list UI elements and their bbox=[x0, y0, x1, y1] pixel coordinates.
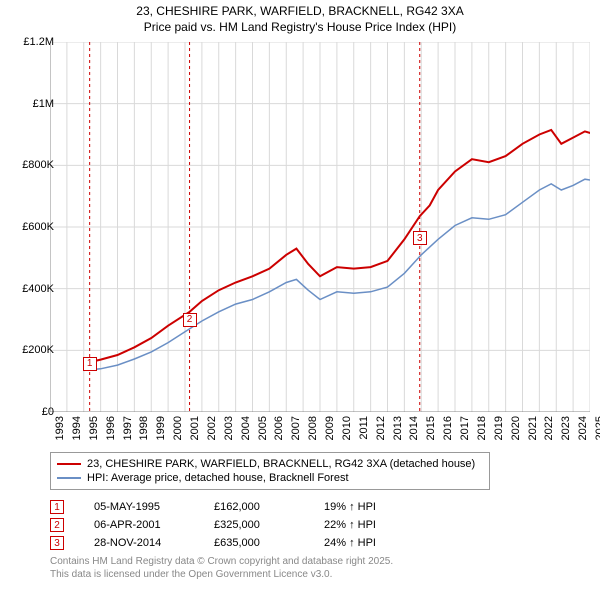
x-axis-label: 1999 bbox=[155, 416, 167, 440]
chart-area: 1 2 3 bbox=[50, 42, 590, 412]
legend: 23, CHESHIRE PARK, WARFIELD, BRACKNELL, … bbox=[50, 452, 490, 490]
sale-marker-box: 3 bbox=[50, 536, 64, 550]
sale-price: £325,000 bbox=[214, 519, 294, 531]
sale-row: 3 28-NOV-2014 £635,000 24% ↑ HPI bbox=[50, 534, 424, 552]
sale-marker-box: 1 bbox=[50, 500, 64, 514]
x-axis-label: 2025 bbox=[594, 416, 600, 440]
x-axis-label: 2020 bbox=[510, 416, 522, 440]
y-axis-label: £800K bbox=[22, 159, 54, 171]
footer-attribution: Contains HM Land Registry data © Crown c… bbox=[50, 556, 393, 581]
sale-date: 28-NOV-2014 bbox=[94, 537, 184, 549]
x-axis-label: 2015 bbox=[425, 416, 437, 440]
legend-swatch bbox=[57, 477, 81, 479]
legend-swatch bbox=[57, 463, 81, 465]
x-axis-label: 2021 bbox=[527, 416, 539, 440]
x-axis-label: 2006 bbox=[273, 416, 285, 440]
x-axis-label: 2004 bbox=[240, 416, 252, 440]
sales-table: 1 05-MAY-1995 £162,000 19% ↑ HPI 2 06-APR-200… bbox=[50, 498, 424, 552]
title-line-2: Price paid vs. HM Land Registry's House … bbox=[0, 20, 600, 36]
x-axis-label: 2003 bbox=[223, 416, 235, 440]
chart-title: 23, CHESHIRE PARK, WARFIELD, BRACKNELL, … bbox=[0, 0, 600, 35]
sale-marker-2: 2 bbox=[183, 313, 197, 327]
x-axis-label: 2013 bbox=[392, 416, 404, 440]
y-axis-label: £1.2M bbox=[23, 36, 54, 48]
sale-price: £162,000 bbox=[214, 501, 294, 513]
legend-item: HPI: Average price, detached house, Brac… bbox=[57, 471, 483, 485]
x-axis-label: 2005 bbox=[257, 416, 269, 440]
sale-marker-3: 3 bbox=[413, 231, 427, 245]
x-axis-label: 2012 bbox=[375, 416, 387, 440]
sale-marker-box: 2 bbox=[50, 518, 64, 532]
y-axis-label: £200K bbox=[22, 344, 54, 356]
y-axis-label: £400K bbox=[22, 283, 54, 295]
sale-row: 2 06-APR-2001 £325,000 22% ↑ HPI bbox=[50, 516, 424, 534]
x-axis-label: 2007 bbox=[290, 416, 302, 440]
x-axis-label: 1993 bbox=[54, 416, 66, 440]
x-axis-label: 2001 bbox=[189, 416, 201, 440]
sale-delta: 24% ↑ HPI bbox=[324, 537, 424, 549]
x-axis-label: 1997 bbox=[122, 416, 134, 440]
sale-delta: 22% ↑ HPI bbox=[324, 519, 424, 531]
x-axis-label: 2023 bbox=[560, 416, 572, 440]
x-axis-label: 2010 bbox=[341, 416, 353, 440]
x-axis-label: 2009 bbox=[324, 416, 336, 440]
x-axis-label: 2008 bbox=[307, 416, 319, 440]
legend-label: HPI: Average price, detached house, Brac… bbox=[87, 472, 349, 484]
legend-label: 23, CHESHIRE PARK, WARFIELD, BRACKNELL, … bbox=[87, 458, 475, 470]
sale-row: 1 05-MAY-1995 £162,000 19% ↑ HPI bbox=[50, 498, 424, 516]
footer-line-1: Contains HM Land Registry data © Crown c… bbox=[50, 556, 393, 569]
sale-marker-1: 1 bbox=[83, 357, 97, 371]
x-axis-label: 1995 bbox=[88, 416, 100, 440]
sale-date: 06-APR-2001 bbox=[94, 519, 184, 531]
x-axis-label: 2018 bbox=[476, 416, 488, 440]
sale-price: £635,000 bbox=[214, 537, 294, 549]
chart-svg bbox=[50, 42, 590, 412]
chart-container: 23, CHESHIRE PARK, WARFIELD, BRACKNELL, … bbox=[0, 0, 600, 590]
x-axis-label: 2017 bbox=[459, 416, 471, 440]
title-line-1: 23, CHESHIRE PARK, WARFIELD, BRACKNELL, … bbox=[0, 4, 600, 20]
x-axis-label: 1998 bbox=[138, 416, 150, 440]
x-axis-label: 2011 bbox=[358, 416, 370, 440]
x-axis-label: 2002 bbox=[206, 416, 218, 440]
y-axis-label: £0 bbox=[42, 406, 54, 418]
x-axis-label: 2014 bbox=[408, 416, 420, 440]
footer-line-2: This data is licensed under the Open Gov… bbox=[50, 569, 393, 582]
legend-item: 23, CHESHIRE PARK, WARFIELD, BRACKNELL, … bbox=[57, 457, 483, 471]
x-axis-label: 1996 bbox=[105, 416, 117, 440]
x-axis-label: 1994 bbox=[71, 416, 83, 440]
sale-date: 05-MAY-1995 bbox=[94, 501, 184, 513]
y-axis-label: £1M bbox=[33, 98, 54, 110]
y-axis-label: £600K bbox=[22, 221, 54, 233]
x-axis-label: 2019 bbox=[493, 416, 505, 440]
x-axis-label: 2000 bbox=[172, 416, 184, 440]
x-axis-label: 2016 bbox=[442, 416, 454, 440]
x-axis-label: 2022 bbox=[543, 416, 555, 440]
sale-delta: 19% ↑ HPI bbox=[324, 501, 424, 513]
x-axis-label: 2024 bbox=[577, 416, 589, 440]
